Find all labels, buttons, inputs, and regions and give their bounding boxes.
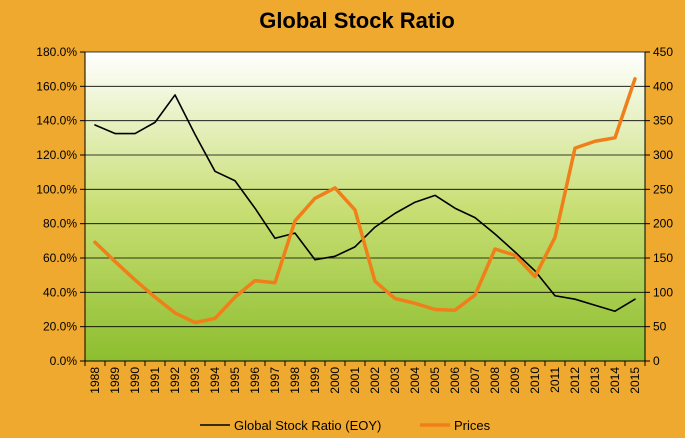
x-tick-label: 1995: [228, 367, 242, 394]
y-left-tick-label: 40.0%: [43, 285, 77, 299]
x-tick-label: 2012: [568, 367, 582, 394]
x-tick-label: 2009: [508, 367, 522, 394]
x-tick-label: 2006: [448, 367, 462, 394]
x-tick-label: 1991: [148, 367, 162, 394]
x-tick-label: 2013: [588, 367, 602, 394]
y-right-tick-label: 100: [653, 285, 673, 299]
y-right-tick-label: 300: [653, 148, 673, 162]
x-tick-label: 1990: [128, 367, 142, 394]
y-left-tick-label: 180.0%: [36, 45, 77, 59]
y-left-tick-label: 120.0%: [36, 148, 77, 162]
y-right-tick-label: 200: [653, 217, 673, 231]
x-tick-label: 1993: [188, 367, 202, 394]
x-tick-label: 2001: [348, 367, 362, 394]
y-right-tick-label: 450: [653, 45, 673, 59]
y-right-tick-label: 150: [653, 251, 673, 265]
y-left-tick-label: 140.0%: [36, 114, 77, 128]
x-tick-label: 1992: [168, 367, 182, 394]
x-tick-label: 1999: [308, 367, 322, 394]
x-tick-label: 2004: [408, 367, 422, 394]
tick-labels: 0.0% 20.0% 40.0% 60.0% 80.0% 100.0% 120.0% 140.…: [36, 45, 673, 394]
x-tick-label: 2007: [468, 367, 482, 394]
y-left-tick-label: 160.0%: [36, 79, 77, 93]
legend: Global Stock Ratio (EOY) Prices: [200, 418, 491, 433]
y-left-tick-label: 100.0%: [36, 182, 77, 196]
y-left-tick-label: 60.0%: [43, 251, 77, 265]
axes: [80, 51, 650, 366]
x-tick-label: 2003: [388, 367, 402, 394]
series-line-stock-ratio: [94, 94, 636, 313]
series-line-prices: [93, 77, 637, 325]
x-tick-label: 2014: [608, 367, 622, 394]
y-right-tick-label: 50: [653, 320, 667, 334]
legend-label: Prices: [454, 418, 491, 433]
y-right-tick-label: 250: [653, 182, 673, 196]
x-tick-label: 1997: [268, 367, 282, 394]
x-tick-label: 2005: [428, 367, 442, 394]
plot-area-background: [85, 52, 645, 361]
x-tick-label: 1998: [288, 367, 302, 394]
x-tick-label: 2011: [548, 367, 562, 393]
grid-lines: [85, 51, 645, 362]
x-tick-label: 2010: [528, 367, 542, 394]
chart-title: Global Stock Ratio: [259, 8, 455, 33]
y-left-tick-label: 0.0%: [50, 354, 78, 368]
x-tick-label: 2008: [488, 367, 502, 394]
x-tick-label: 1996: [248, 367, 262, 394]
x-tick-label: 1988: [88, 367, 102, 394]
x-tick-label: 2015: [628, 367, 642, 394]
x-tick-label: 1989: [108, 367, 122, 394]
series-layer: [93, 77, 637, 325]
x-tick-label: 1994: [208, 367, 222, 394]
x-tick-label: 2002: [368, 367, 382, 394]
y-right-tick-label: 0: [653, 354, 660, 368]
legend-label: Global Stock Ratio (EOY): [234, 418, 381, 433]
y-right-tick-label: 400: [653, 79, 673, 93]
y-left-tick-label: 20.0%: [43, 320, 77, 334]
y-right-tick-label: 350: [653, 114, 673, 128]
x-tick-label: 2000: [328, 367, 342, 394]
y-left-tick-label: 80.0%: [43, 217, 77, 231]
